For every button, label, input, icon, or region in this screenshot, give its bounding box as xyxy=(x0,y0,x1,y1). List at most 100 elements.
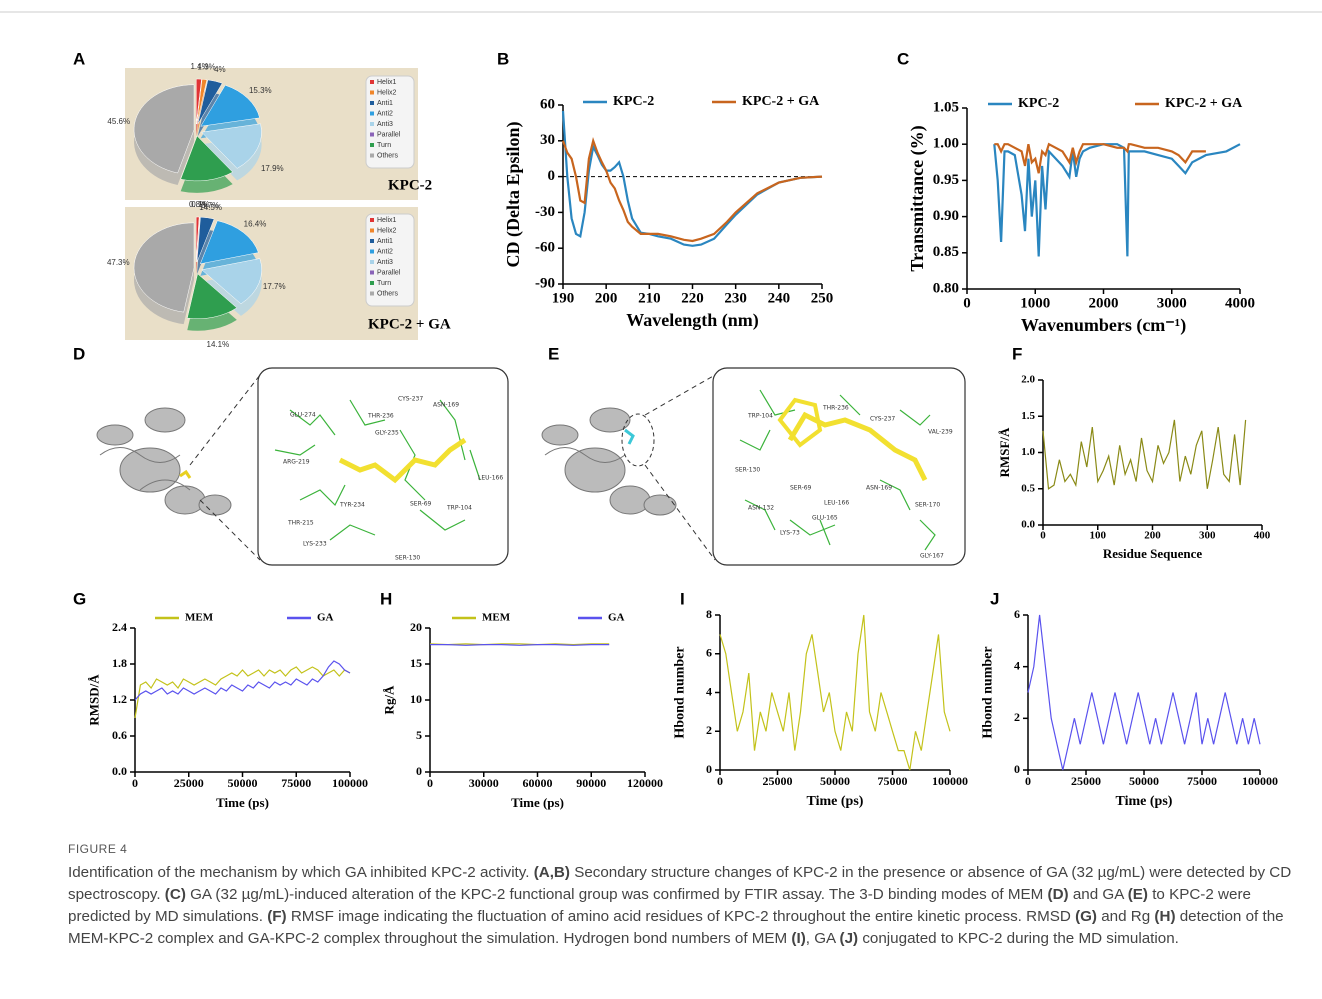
y-axis-label: Hbond number xyxy=(981,646,996,738)
x-axis-label: Time (ps) xyxy=(1116,794,1173,809)
x-tick-label: 90000 xyxy=(576,776,606,790)
x-axis-label: Time (ps) xyxy=(807,794,864,809)
y-tick-label: 0.0 xyxy=(1021,519,1035,531)
y-tick-label: -30 xyxy=(535,204,555,220)
legend-label: GA xyxy=(608,612,625,624)
y-tick-label: 60 xyxy=(540,96,555,112)
legend-label: MEM xyxy=(482,612,511,624)
x-tick-label: 75000 xyxy=(1187,774,1217,788)
legend-label: Turn xyxy=(377,280,391,287)
panel-letter: C xyxy=(897,49,909,68)
legend-label: KPC-2 + GA xyxy=(1165,96,1243,111)
panel-letter: G xyxy=(73,589,86,608)
x-tick-label: 250 xyxy=(811,290,834,306)
value-label: 1.3% xyxy=(197,63,215,72)
caption-part: (C) xyxy=(164,886,186,903)
y-tick-label: 0.80 xyxy=(933,280,959,296)
ligand-e xyxy=(624,428,635,445)
y-tick-label: 1.0 xyxy=(1021,446,1035,458)
x-tick-label: 4000 xyxy=(1225,295,1255,311)
residue-label: TRP-104 xyxy=(446,505,472,512)
caption-part: Secondary structure changes of KPC-2 in … xyxy=(68,864,1292,903)
series-line xyxy=(719,614,951,771)
value-label: 17.7% xyxy=(263,282,286,291)
y-tick-label: 2.0 xyxy=(1021,374,1035,386)
residue-label: CYS-237 xyxy=(398,396,423,403)
x-tick-label: 25000 xyxy=(1071,774,1101,788)
y-tick-label: 30 xyxy=(540,132,555,148)
zoom-box xyxy=(712,367,966,566)
x-tick-label: 100000 xyxy=(932,774,968,788)
caption-part: (G) xyxy=(1075,908,1097,925)
zoom-line xyxy=(189,374,261,466)
legend-swatch xyxy=(370,228,374,233)
series-line xyxy=(561,110,823,247)
x-tick-label: 0 xyxy=(427,776,433,790)
pie-slice xyxy=(197,79,223,125)
panel-letter: A xyxy=(73,49,85,68)
caption-part: (D) xyxy=(1047,886,1069,903)
y-tick-label: 0.5 xyxy=(1021,482,1035,494)
legend-label: Anti2 xyxy=(377,110,393,117)
legend-label: KPC-2 xyxy=(1018,96,1059,111)
y-tick-label: 4 xyxy=(706,684,712,698)
legend-label: Anti1 xyxy=(377,100,393,107)
series-line xyxy=(430,644,610,646)
pie xyxy=(133,216,262,331)
caption-part: (H) xyxy=(1154,908,1176,925)
y-tick-label: 2.4 xyxy=(112,620,127,634)
residue-label: TYR-234 xyxy=(339,502,365,509)
x-tick-label: 1000 xyxy=(1020,295,1050,311)
pie-slice xyxy=(186,273,238,320)
series-line xyxy=(1027,614,1261,771)
pie-slice xyxy=(133,84,195,174)
legend-label: Anti3 xyxy=(377,121,393,128)
legend-label: Parallel xyxy=(377,131,401,138)
pie-slice xyxy=(200,84,260,127)
value-label: 0.8% xyxy=(189,200,207,209)
y-tick-label: 5 xyxy=(416,728,422,742)
legend-swatch xyxy=(370,132,374,137)
panel-letter: H xyxy=(380,589,392,608)
pie xyxy=(133,78,262,193)
x-tick-label: 100000 xyxy=(1242,774,1278,788)
pie-slice xyxy=(201,258,262,305)
legend-swatch xyxy=(370,281,374,285)
site-ring xyxy=(621,413,655,467)
x-tick-label: 50000 xyxy=(1129,774,1159,788)
y-tick-label: 0 xyxy=(1014,762,1020,776)
legend-label: Anti2 xyxy=(377,248,393,255)
value-label: 4% xyxy=(214,65,226,74)
x-axis-label: Wavelength (nm) xyxy=(626,310,759,331)
y-tick-label: -90 xyxy=(535,275,555,291)
caption-part: GA (32 µg/mL)-induced alteration of the … xyxy=(185,886,1048,903)
legend-label: Anti3 xyxy=(377,259,393,266)
legend-swatch xyxy=(370,80,374,84)
legend-swatch xyxy=(370,90,374,95)
value-label: 17.9% xyxy=(261,164,284,173)
value-label: 1.4% xyxy=(190,62,208,71)
caption: Identification of the mechanism by which… xyxy=(68,862,1293,950)
ligand-e xyxy=(787,411,928,482)
value-label: 45.6% xyxy=(107,117,130,126)
y-tick-label: 1.05 xyxy=(933,99,959,115)
value-label: 14.5% xyxy=(199,203,222,212)
y-tick-label: -60 xyxy=(535,240,555,256)
y-tick-label: 1.00 xyxy=(933,136,959,152)
y-tick-label: 0.0 xyxy=(112,764,127,778)
x-tick-label: 50000 xyxy=(228,776,258,790)
series-line xyxy=(561,136,823,243)
value-label: 15.3% xyxy=(249,86,272,95)
legend-label: GA xyxy=(317,612,334,624)
legend-swatch xyxy=(370,270,374,275)
x-tick-label: 0 xyxy=(717,774,723,788)
pie-slice xyxy=(133,222,195,313)
caption-part: , GA xyxy=(805,930,840,947)
residue-label: THR-236 xyxy=(367,413,394,420)
residue-label: LYS-233 xyxy=(303,541,327,548)
caption-part: RMSF image indicating the fluctuation of… xyxy=(286,908,1076,925)
pie-title: KPC-2 xyxy=(388,177,432,193)
panel-letter: I xyxy=(680,589,685,608)
y-tick-label: 0.95 xyxy=(933,172,959,188)
value-label: 14.1% xyxy=(207,340,230,349)
